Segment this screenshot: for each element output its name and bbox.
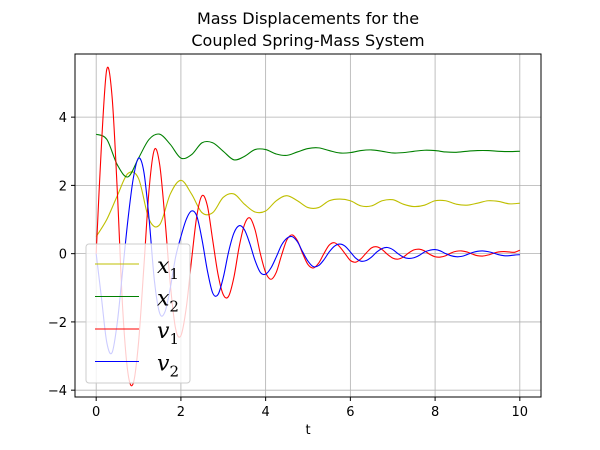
x-tick-label: 0 — [92, 405, 100, 420]
y-tick-label: −2 — [48, 316, 67, 331]
x-tick-label: 2 — [177, 405, 185, 420]
y-tick-label: 2 — [59, 179, 67, 194]
x-tick-label: 6 — [346, 405, 354, 420]
y-tick-label: −4 — [48, 384, 67, 399]
plot-series — [95, 66, 521, 387]
y-tick-label: 4 — [59, 111, 67, 126]
chart-title-line-1: Mass Displacements for the — [197, 9, 419, 28]
axis-ticks: 0 2 4 6 8 10 −4 −2 0 2 4 — [48, 111, 528, 420]
legend-box — [85, 243, 191, 384]
series-line-x1 — [95, 171, 520, 237]
series-line-x2 — [95, 133, 520, 178]
y-tick-label: 0 — [59, 248, 67, 263]
plot-frame — [74, 53, 542, 398]
x-tick-label: 8 — [431, 405, 439, 420]
x-axis-label: t — [305, 423, 310, 438]
x-tick-label: 4 — [261, 405, 269, 420]
chart-title-line-2: Coupled Spring-Mass System — [191, 31, 424, 50]
x-tick-label: 10 — [512, 405, 529, 420]
